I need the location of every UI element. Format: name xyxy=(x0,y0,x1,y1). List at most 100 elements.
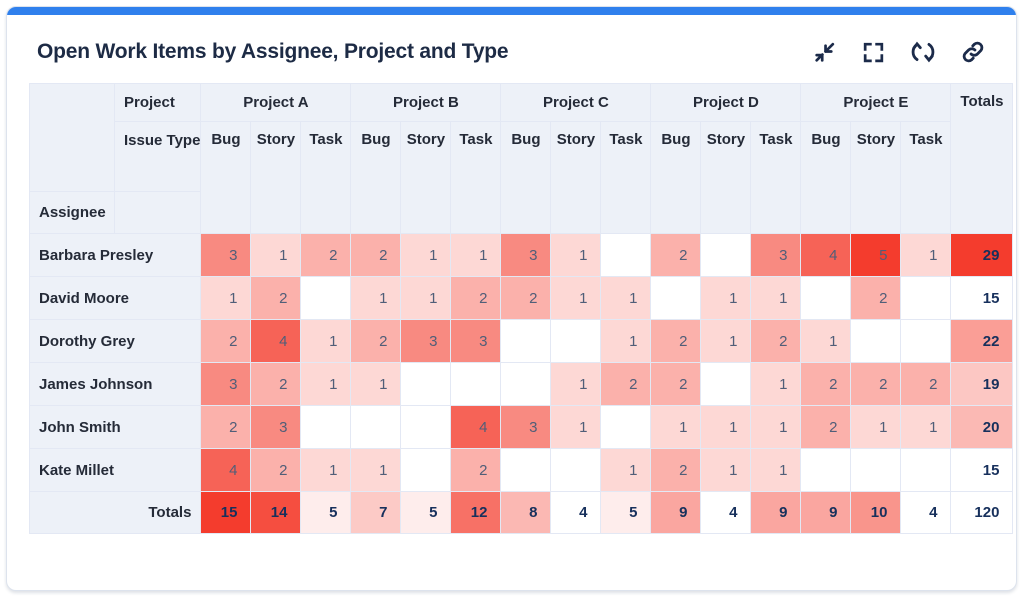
heatmap-cell: 2 xyxy=(450,276,502,320)
heatmap-cell xyxy=(300,405,352,449)
assignee-name: Dorothy Grey xyxy=(28,319,202,363)
heatmap-cell xyxy=(550,319,602,363)
column-total-cell: 5 xyxy=(400,491,452,534)
project-group-header-b: Project B xyxy=(350,83,502,122)
heatmap-cell: 1 xyxy=(200,276,252,320)
fullscreen-icon xyxy=(863,42,884,62)
heatmap-cell xyxy=(300,276,352,320)
heatmap-cell: 1 xyxy=(900,405,952,449)
heatmap-cell xyxy=(500,448,552,492)
issue-type-header: Task xyxy=(600,121,652,234)
grand-total-cell: 120 xyxy=(950,491,1014,534)
heatmap-cell: 2 xyxy=(850,276,902,320)
column-total-cell: 5 xyxy=(300,491,352,534)
heatmap-cell: 1 xyxy=(900,233,952,277)
heatmap-cell: 2 xyxy=(800,362,852,406)
issue-type-header: Story xyxy=(550,121,602,234)
heatmap-cell: 1 xyxy=(450,233,502,277)
heatmap-cell xyxy=(450,362,502,406)
heatmap-cell: 1 xyxy=(300,319,352,363)
page-title: Open Work Items by Assignee, Project and… xyxy=(37,40,509,63)
link-icon xyxy=(962,41,984,63)
row-total-cell: 20 xyxy=(950,405,1014,449)
heatmap-cell: 1 xyxy=(600,448,652,492)
heatmap-cell: 2 xyxy=(650,233,702,277)
assignee-name: Kate Millet xyxy=(28,448,202,492)
issue-type-header: Bug xyxy=(500,121,552,234)
totals-row-label: Totals xyxy=(28,491,202,534)
project-group-header-d: Project D xyxy=(650,83,802,122)
heatmap-cell: 1 xyxy=(750,362,802,406)
table-row: James Johnson 3 2 1 1 1 2 2 1 2 2 2 19 xyxy=(28,362,1014,406)
column-total-cell: 9 xyxy=(650,491,702,534)
heatmap-table: Project Project A Project B Project C Projec… xyxy=(28,83,1014,534)
heatmap-cell: 4 xyxy=(800,233,852,277)
heatmap-cell: 3 xyxy=(200,362,252,406)
heatmap-cell: 1 xyxy=(750,276,802,320)
heatmap-cell: 1 xyxy=(350,362,402,406)
link-button[interactable] xyxy=(960,39,986,65)
heatmap-cell: 3 xyxy=(450,319,502,363)
fullscreen-button[interactable] xyxy=(861,40,886,65)
collapse-icon xyxy=(815,42,835,62)
column-total-cell: 8 xyxy=(500,491,552,534)
heatmap-cell: 2 xyxy=(650,362,702,406)
collapse-button[interactable] xyxy=(812,40,837,65)
heatmap-cell: 2 xyxy=(350,233,402,277)
issue-type-header: Task xyxy=(450,121,502,234)
issue-type-header: Bug xyxy=(200,121,252,234)
refresh-button[interactable] xyxy=(910,39,936,65)
project-group-header-e: Project E xyxy=(800,83,952,122)
row-total-cell: 15 xyxy=(950,276,1014,320)
heatmap-cell xyxy=(700,233,752,277)
column-total-cell: 4 xyxy=(550,491,602,534)
heatmap-cell: 5 xyxy=(850,233,902,277)
heatmap-cell: 1 xyxy=(750,448,802,492)
heatmap-cell: 2 xyxy=(750,319,802,363)
heatmap-cell: 1 xyxy=(700,405,752,449)
heatmap-cell: 1 xyxy=(550,233,602,277)
heatmap-cell: 1 xyxy=(600,319,652,363)
totals-column-header: Totals xyxy=(950,83,1014,234)
heatmap-cell: 3 xyxy=(750,233,802,277)
table-row: David Moore 1 2 1 1 2 2 1 1 1 1 2 15 xyxy=(28,276,1014,320)
heatmap-cell xyxy=(650,276,702,320)
heatmap-cell: 1 xyxy=(700,319,752,363)
heatmap-cell: 2 xyxy=(850,362,902,406)
heatmap-cell xyxy=(800,448,852,492)
totals-row: Totals 15 14 5 7 5 12 8 4 5 9 4 9 9 10 4 120 xyxy=(28,491,1014,534)
heatmap-cell xyxy=(400,362,452,406)
table-row: Kate Millet 4 2 1 1 2 1 2 1 1 15 xyxy=(28,448,1014,492)
assignee-name: James Johnson xyxy=(28,362,202,406)
column-total-cell: 9 xyxy=(750,491,802,534)
heatmap-cell: 4 xyxy=(450,405,502,449)
heatmap-cell: 1 xyxy=(350,448,402,492)
column-total-cell: 14 xyxy=(250,491,302,534)
heatmap-cell: 1 xyxy=(700,276,752,320)
assignee-empty-cell xyxy=(113,191,202,234)
issue-type-dimension-label: Issue Type xyxy=(113,121,202,192)
heatmap-cell: 2 xyxy=(800,405,852,449)
heatmap-cell: 1 xyxy=(700,448,752,492)
issue-type-header: Task xyxy=(300,121,352,234)
heatmap-cell: 1 xyxy=(400,233,452,277)
heatmap-cell: 4 xyxy=(200,448,252,492)
column-total-cell: 7 xyxy=(350,491,402,534)
heatmap-cell: 1 xyxy=(800,319,852,363)
heatmap-cell: 1 xyxy=(650,405,702,449)
issue-type-header: Story xyxy=(850,121,902,234)
column-total-cell: 10 xyxy=(850,491,902,534)
heatmap-cell: 1 xyxy=(400,276,452,320)
table-row: Dorothy Grey 2 4 1 2 3 3 1 2 1 2 1 22 xyxy=(28,319,1014,363)
column-total-cell: 4 xyxy=(700,491,752,534)
issue-type-header: Bug xyxy=(350,121,402,234)
heatmap-cell: 1 xyxy=(850,405,902,449)
heatmap-cell: 1 xyxy=(550,405,602,449)
assignee-name: Barbara Presley xyxy=(28,233,202,277)
heatmap-cell xyxy=(400,448,452,492)
widget-toolbar xyxy=(812,39,986,65)
heatmap-cell xyxy=(800,276,852,320)
assignee-dimension-label: Assignee xyxy=(29,191,115,234)
heatmap-cell xyxy=(350,405,402,449)
heatmap-cell: 2 xyxy=(250,276,302,320)
